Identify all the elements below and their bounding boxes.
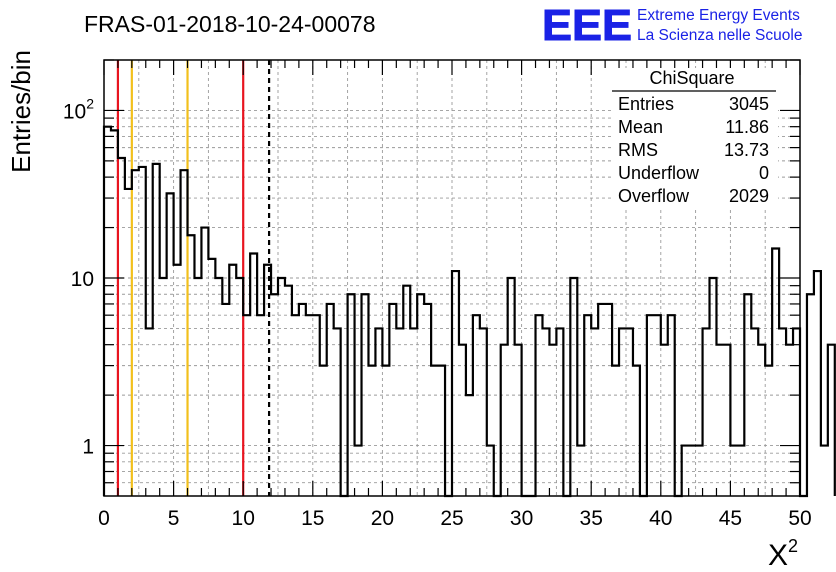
x-tick-label: 50 [788, 507, 811, 530]
stats-value: 3045 [729, 94, 769, 114]
stats-box-background [612, 68, 778, 210]
stats-value: 0 [759, 163, 769, 183]
stats-box-title: ChiSquare [649, 68, 734, 88]
x-tick-label: 35 [580, 507, 603, 530]
stats-label: Mean [618, 117, 663, 137]
y-tick-label: 1 [82, 436, 94, 459]
x-axis-title: X2 [768, 536, 798, 572]
logo-line-1: Extreme Energy Events [637, 7, 800, 24]
stats-value: 13.73 [724, 140, 769, 160]
y-tick-label-base: 1 [82, 436, 94, 459]
x-tick-label: 45 [719, 507, 742, 530]
x-tick-label: 20 [371, 507, 394, 530]
stats-label: RMS [618, 140, 658, 160]
x-tick-label: 15 [301, 507, 324, 530]
x-axis-title-base: X [768, 539, 788, 572]
stats-box: ChiSquare Entries 3045 Mean 11.86 RMS 13.73 Un… [612, 68, 778, 210]
histogram-outline [102, 125, 836, 498]
y-tick-label-base: 10 [63, 100, 86, 123]
eee-logo: EEE Extreme Energy Events La Scienza nel… [542, 1, 803, 51]
y-tick-label: 102 [63, 95, 94, 123]
axis-ticks [103, 59, 801, 496]
stats-box-rows: Entries 3045 Mean 11.86 RMS 13.73 Underflow 0 Ov… [618, 94, 769, 206]
stats-label: Entries [618, 94, 674, 114]
x-tick-label: 40 [649, 507, 672, 530]
y-tick-label: 10 [71, 268, 94, 291]
logo-acronym: EEE [542, 1, 632, 50]
x-tick-label: 25 [440, 507, 463, 530]
x-tick-label: 0 [98, 507, 110, 530]
stats-label: Underflow [618, 163, 700, 183]
stats-value: 11.86 [725, 117, 769, 137]
y-tick-label-base: 10 [71, 268, 94, 291]
logo-line-2: La Scienza nelle Scuole [637, 27, 802, 44]
stats-label: Overflow [618, 186, 690, 206]
y-axis-title: Entries/bin [6, 50, 36, 173]
stats-value: 2029 [729, 186, 769, 206]
x-tick-label: 30 [510, 507, 533, 530]
y-tick-label-exponent: 2 [86, 95, 94, 111]
x-tick-label: 5 [168, 507, 180, 530]
x-axis-title-exponent: 2 [788, 536, 798, 556]
x-tick-label: 10 [232, 507, 255, 530]
chart-title: FRAS-01-2018-10-24-00078 [84, 11, 376, 37]
